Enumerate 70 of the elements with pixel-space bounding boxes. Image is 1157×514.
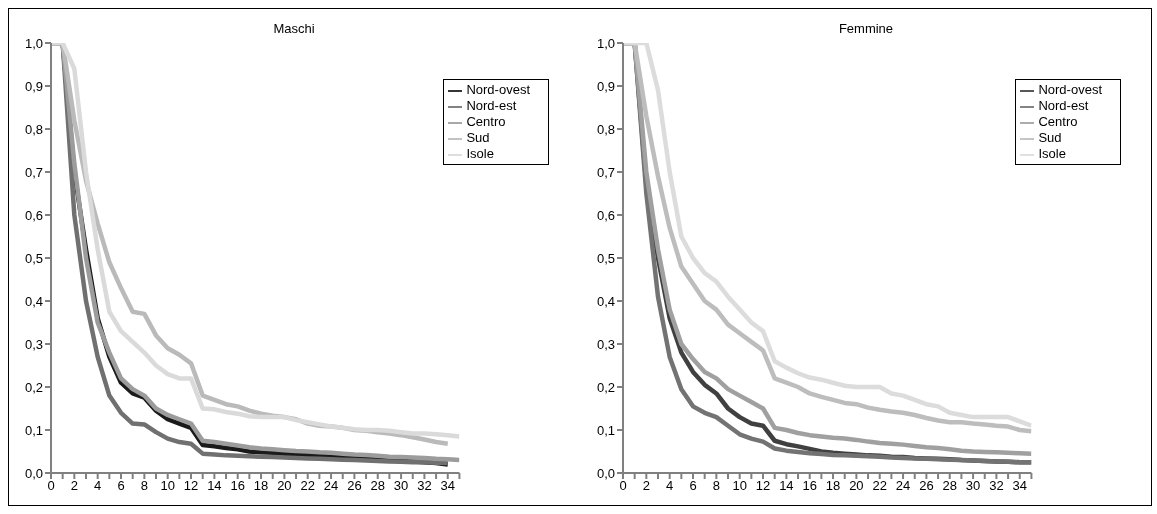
x-tick-label: 0 bbox=[619, 478, 627, 494]
x-tick-label: 6 bbox=[689, 478, 697, 494]
x-tick-label: 16 bbox=[802, 478, 817, 494]
y-tick-label: 0,2 bbox=[24, 379, 43, 395]
x-tick-label: 8 bbox=[712, 478, 720, 494]
x-tick-label: 24 bbox=[895, 478, 911, 494]
x-tick-label: 30 bbox=[393, 478, 409, 494]
x-tick-label: 10 bbox=[732, 478, 747, 494]
y-tick-label: 0,9 bbox=[596, 78, 615, 94]
x-tick-label: 26 bbox=[347, 478, 362, 494]
y-tick-label: 0,5 bbox=[24, 250, 43, 266]
x-tick-label: 20 bbox=[277, 478, 292, 494]
y-tick-label: 0,6 bbox=[24, 207, 43, 223]
legend-label: Nord-est bbox=[1038, 98, 1089, 113]
x-tick-label: 26 bbox=[919, 478, 934, 494]
legend-label: Nord-est bbox=[466, 98, 517, 113]
y-tick-label: 0,9 bbox=[24, 78, 43, 94]
x-tick-label: 22 bbox=[872, 478, 887, 494]
legend-label: Sud bbox=[466, 130, 490, 145]
y-tick-label: 0,8 bbox=[596, 121, 615, 137]
y-tick-label: 0,7 bbox=[24, 164, 43, 180]
x-tick-label: 32 bbox=[417, 478, 432, 494]
y-tick-label: 1,0 bbox=[596, 35, 615, 51]
x-tick-label: 12 bbox=[755, 478, 771, 494]
x-tick-label: 10 bbox=[160, 478, 175, 494]
y-tick-label: 0,0 bbox=[596, 465, 615, 481]
x-tick-label: 32 bbox=[989, 478, 1004, 494]
x-tick-label: 2 bbox=[642, 478, 650, 494]
x-tick-label: 34 bbox=[1012, 478, 1027, 494]
legend-label: Centro bbox=[1038, 114, 1078, 129]
x-tick-label: 14 bbox=[207, 478, 222, 494]
x-tick-label: 2 bbox=[70, 478, 78, 494]
x-tick-label: 24 bbox=[323, 478, 339, 494]
x-tick-label: 34 bbox=[440, 478, 455, 494]
legend-label: Isole bbox=[1038, 146, 1066, 161]
y-tick-label: 0,7 bbox=[596, 164, 615, 180]
y-tick-label: 0,5 bbox=[596, 250, 615, 266]
x-tick-label: 8 bbox=[140, 478, 148, 494]
x-tick-label: 28 bbox=[942, 478, 957, 494]
legend-label: Nord-ovest bbox=[1038, 82, 1102, 97]
legend-label: Nord-ovest bbox=[466, 82, 530, 97]
x-tick-label: 14 bbox=[779, 478, 794, 494]
x-tick-label: 0 bbox=[47, 478, 55, 494]
legend-label: Sud bbox=[1038, 130, 1062, 145]
x-tick-label: 6 bbox=[117, 478, 125, 494]
y-tick-label: 0,0 bbox=[24, 465, 43, 481]
y-tick-label: 0,3 bbox=[596, 336, 615, 352]
y-tick-label: 0,1 bbox=[596, 422, 615, 438]
legend-label: Isole bbox=[466, 146, 494, 161]
y-tick-label: 0,1 bbox=[24, 422, 43, 438]
chart-title: Femmine bbox=[837, 21, 895, 36]
x-tick-label: 18 bbox=[825, 478, 841, 494]
x-tick-label: 20 bbox=[849, 478, 864, 494]
y-tick-label: 0,6 bbox=[596, 207, 615, 223]
x-tick-label: 18 bbox=[253, 478, 269, 494]
x-tick-label: 28 bbox=[370, 478, 385, 494]
x-tick-label: 4 bbox=[94, 478, 102, 494]
legend-label: Centro bbox=[466, 114, 506, 129]
y-tick-label: 1,0 bbox=[24, 35, 43, 51]
x-tick-label: 22 bbox=[300, 478, 315, 494]
chart-title: Maschi bbox=[272, 21, 316, 36]
x-tick-label: 16 bbox=[230, 478, 245, 494]
x-tick-label: 12 bbox=[183, 478, 199, 494]
x-tick-label: 30 bbox=[965, 478, 981, 494]
y-tick-label: 0,3 bbox=[24, 336, 43, 352]
y-tick-label: 0,4 bbox=[596, 293, 615, 309]
y-tick-label: 0,4 bbox=[24, 293, 43, 309]
y-tick-label: 0,2 bbox=[596, 379, 615, 395]
y-tick-label: 0,8 bbox=[24, 121, 43, 137]
x-tick-label: 4 bbox=[666, 478, 674, 494]
